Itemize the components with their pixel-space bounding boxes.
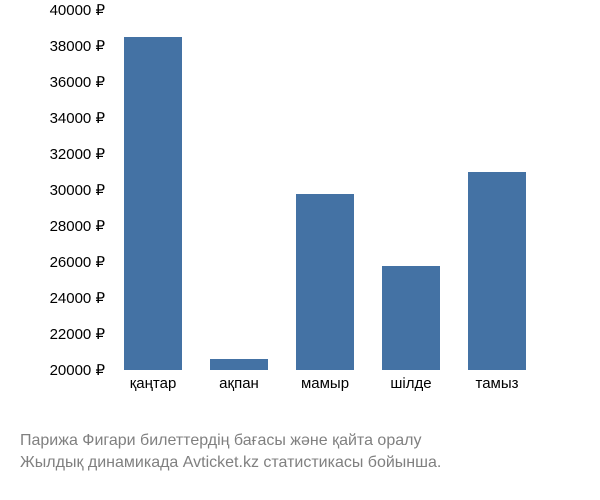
y-axis: 40000 ₽38000 ₽36000 ₽34000 ₽32000 ₽30000…	[20, 10, 105, 370]
x-tick-label: ақпан	[219, 375, 259, 392]
x-tick-label: тамыз	[475, 375, 518, 392]
y-tick-label: 32000 ₽	[50, 145, 105, 163]
bar	[210, 359, 268, 370]
plot-area	[110, 10, 540, 370]
bar	[382, 266, 440, 370]
bar	[468, 172, 526, 370]
chart-caption: Парижа Фигари билеттердің бағасы және қа…	[20, 430, 600, 475]
x-axis: қаңтар ақпан мамыр шілде тамыз	[110, 375, 540, 400]
x-tick-label: шілде	[390, 375, 431, 392]
bar	[124, 37, 182, 370]
y-tick-label: 34000 ₽	[50, 109, 105, 127]
y-tick-label: 28000 ₽	[50, 217, 105, 235]
caption-line-2: Жылдық динамикада Avticket.kz статистика…	[20, 452, 600, 474]
y-tick-label: 40000 ₽	[50, 1, 105, 19]
caption-line-1: Парижа Фигари билеттердің бағасы және қа…	[20, 430, 600, 452]
bar	[296, 194, 354, 370]
y-tick-label: 36000 ₽	[50, 73, 105, 91]
x-tick-label: қаңтар	[130, 375, 177, 392]
y-tick-label: 20000 ₽	[50, 361, 105, 379]
y-tick-label: 24000 ₽	[50, 289, 105, 307]
y-tick-label: 22000 ₽	[50, 325, 105, 343]
x-tick-label: мамыр	[301, 375, 349, 392]
y-tick-label: 30000 ₽	[50, 181, 105, 199]
y-tick-label: 38000 ₽	[50, 37, 105, 55]
price-bar-chart: 40000 ₽38000 ₽36000 ₽34000 ₽32000 ₽30000…	[20, 10, 540, 400]
y-tick-label: 26000 ₽	[50, 253, 105, 271]
